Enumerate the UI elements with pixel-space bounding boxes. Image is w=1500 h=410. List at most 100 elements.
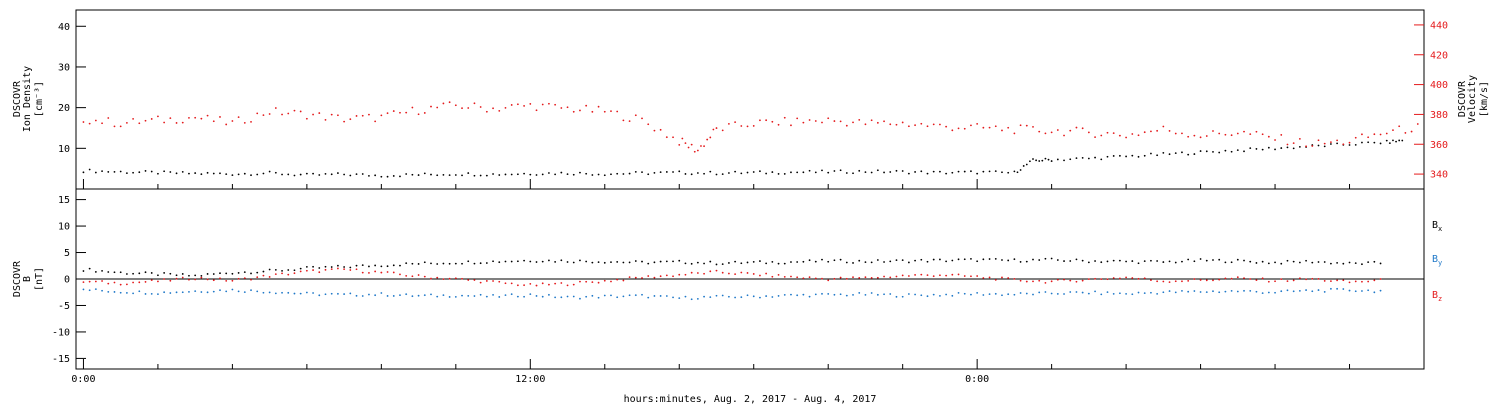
density-point <box>870 171 873 174</box>
magnetic-field-panel: -15 -10 -5 0 5 10 15 DSCOVR B [nT] Bx By Bz <box>12 188 1442 370</box>
bz-point <box>1323 280 1326 282</box>
bx-point <box>1199 258 1202 260</box>
velocity-point <box>479 106 482 108</box>
velocity-point <box>349 118 352 121</box>
velocity-point <box>293 109 296 112</box>
density-point <box>752 171 755 173</box>
density-point <box>783 173 786 175</box>
velocity-point <box>1125 136 1127 139</box>
by-point <box>1075 291 1078 293</box>
by-point <box>845 294 848 297</box>
velocity-point <box>1100 134 1103 137</box>
by-point <box>1100 293 1103 296</box>
density-point <box>1056 158 1059 161</box>
bz-point <box>1224 277 1227 280</box>
velocity-point <box>1261 133 1264 136</box>
by-point <box>665 295 668 297</box>
density-point <box>821 169 823 172</box>
bz-point <box>268 276 271 278</box>
bx-point <box>510 260 513 263</box>
density-point <box>132 171 134 174</box>
by-point <box>262 291 265 294</box>
velocity-point <box>529 103 532 105</box>
velocity-point <box>256 112 259 115</box>
bz-point <box>1025 280 1028 283</box>
density-point <box>535 174 538 176</box>
velocity-point <box>1317 139 1320 142</box>
density-point <box>1193 153 1196 155</box>
density-point <box>1112 155 1115 157</box>
bx-point <box>423 261 426 264</box>
velocity-point <box>1150 130 1152 133</box>
velocity-point <box>864 123 867 126</box>
bx-point <box>808 259 811 262</box>
bx-point <box>262 270 265 273</box>
by-point <box>1286 289 1289 292</box>
bz-point <box>1056 278 1059 281</box>
bx-point <box>101 269 103 272</box>
density-point <box>1286 146 1289 149</box>
by-point <box>498 296 501 298</box>
density-point <box>293 174 296 177</box>
bx-point <box>771 260 774 263</box>
bz-point <box>250 278 252 281</box>
density-point <box>125 172 128 175</box>
by-point <box>616 296 619 299</box>
by-point <box>523 295 525 298</box>
bx-point <box>988 258 991 260</box>
density-point <box>1156 154 1159 157</box>
bx-point <box>672 260 674 263</box>
by-point <box>1181 289 1183 292</box>
bx-point <box>1069 260 1072 262</box>
velocity-point <box>1187 135 1190 138</box>
by-point <box>796 294 799 297</box>
bz-point <box>281 272 283 275</box>
bx-point <box>1336 261 1339 264</box>
bz-point <box>423 275 426 278</box>
by-point <box>870 292 873 294</box>
velocity-point <box>839 120 842 123</box>
bx-point <box>1286 259 1289 262</box>
velocity-point <box>368 113 370 116</box>
by-point <box>790 293 792 296</box>
velocity-point <box>1410 130 1413 133</box>
density-point <box>318 174 321 176</box>
by-point <box>411 295 414 298</box>
bz-point <box>1298 277 1301 280</box>
velocity-point <box>442 102 445 105</box>
x-axis-tick-labels: 0:00 12:00 0:00 <box>71 374 989 385</box>
density-point <box>1224 149 1227 152</box>
bx-point <box>237 272 240 274</box>
velocity-point <box>1174 132 1177 135</box>
by-point <box>852 293 854 296</box>
density-point <box>523 172 525 175</box>
density-point <box>1243 150 1245 153</box>
by-point <box>1298 290 1301 292</box>
bz-point <box>808 276 811 279</box>
by-point <box>988 293 991 296</box>
b-axis-label: DSCOVR B [nT] <box>12 260 45 297</box>
density-point <box>1013 170 1016 173</box>
density-point <box>386 175 389 178</box>
by-point <box>1292 290 1295 293</box>
by-point <box>759 296 761 299</box>
velocity-point <box>610 110 612 113</box>
by-point <box>1224 290 1227 293</box>
bx-point <box>579 259 581 262</box>
density-point <box>895 169 898 172</box>
velocity-point <box>324 118 327 121</box>
velocity-point <box>746 125 749 128</box>
bz-point <box>200 276 203 279</box>
density-point <box>833 170 836 172</box>
bx-point <box>1261 260 1264 263</box>
density-point <box>665 171 668 173</box>
bz-point <box>212 279 215 282</box>
velocity-point <box>858 118 861 121</box>
density-point <box>1317 144 1320 147</box>
bz-point <box>1118 277 1121 280</box>
bx-point <box>684 262 687 265</box>
velocity-point <box>1137 134 1140 137</box>
velocity-point <box>448 101 451 104</box>
by-point <box>634 294 637 297</box>
